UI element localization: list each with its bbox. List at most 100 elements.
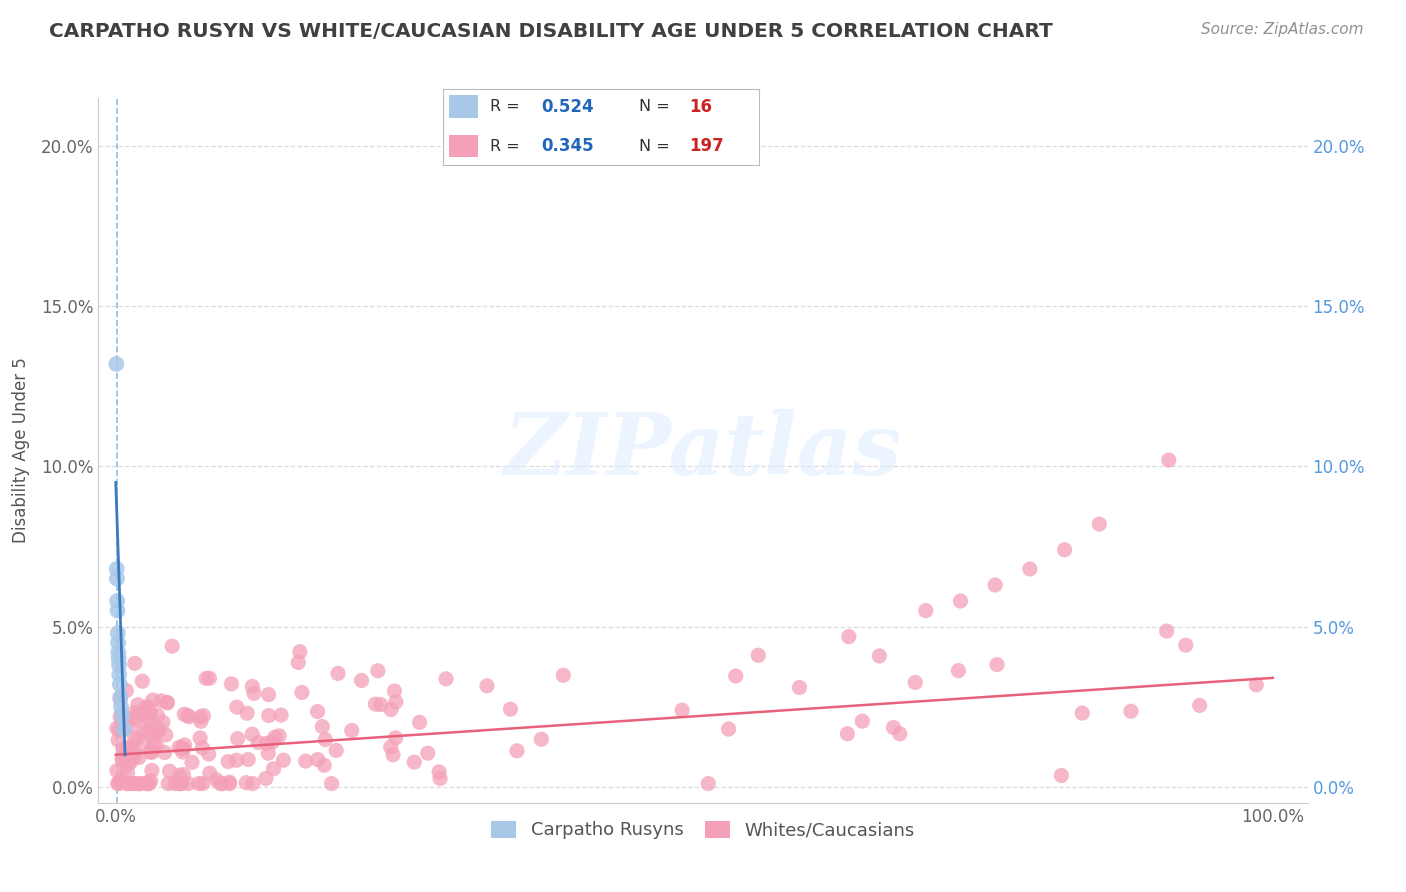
Point (124, 710, 146, 724)
Point (155, 728, 177, 742)
Point (122, 752, 145, 766)
Point (868, 648, 890, 663)
Point (307, 752, 329, 766)
Point (236, 706, 259, 721)
Point (117, 765, 139, 780)
Point (307, 705, 329, 719)
Point (121, 776, 143, 790)
Point (434, 672, 457, 686)
Point (115, 776, 138, 790)
Point (138, 776, 160, 790)
Point (139, 773, 162, 788)
Point (789, 681, 811, 695)
Point (269, 729, 291, 743)
Point (193, 708, 215, 723)
Point (167, 740, 190, 755)
Point (105, 594, 128, 608)
Point (135, 724, 157, 739)
Point (218, 776, 240, 790)
Point (112, 722, 135, 736)
Point (112, 747, 135, 761)
Point (170, 741, 193, 756)
Point (111, 715, 134, 730)
Point (173, 767, 195, 781)
Point (172, 745, 194, 759)
Point (553, 668, 575, 682)
Point (107, 776, 129, 790)
Point (105, 357, 128, 371)
Point (724, 669, 747, 683)
Point (190, 714, 212, 729)
Point (121, 776, 143, 790)
Point (404, 755, 426, 769)
Point (141, 721, 163, 735)
Point (145, 739, 167, 753)
Point (136, 699, 159, 714)
Point (128, 776, 150, 790)
Point (1071, 706, 1094, 720)
Point (131, 674, 153, 689)
Point (287, 656, 309, 670)
Point (125, 732, 148, 747)
Point (112, 751, 135, 765)
Point (257, 708, 280, 723)
Point (114, 760, 136, 774)
Point (984, 578, 1007, 592)
Point (380, 740, 402, 755)
Point (385, 695, 408, 709)
Point (125, 713, 148, 727)
Point (138, 712, 160, 726)
Point (225, 753, 247, 767)
Point (107, 626, 129, 640)
Point (416, 746, 439, 760)
Point (173, 741, 195, 756)
Point (188, 731, 211, 745)
FancyBboxPatch shape (450, 95, 478, 118)
Point (1088, 517, 1111, 532)
Point (1119, 704, 1142, 718)
Point (226, 731, 249, 746)
Point (837, 727, 859, 741)
Point (146, 724, 169, 739)
Point (110, 690, 132, 705)
Point (217, 755, 239, 769)
Point (851, 714, 873, 728)
Point (340, 723, 363, 738)
Point (364, 697, 387, 711)
Point (146, 724, 169, 739)
Point (110, 699, 132, 714)
Point (381, 747, 404, 762)
Point (247, 735, 270, 749)
Point (142, 693, 165, 707)
Point (124, 731, 146, 745)
Point (169, 776, 191, 790)
Point (311, 720, 333, 734)
Point (270, 708, 292, 723)
Point (181, 756, 204, 770)
Point (156, 695, 179, 709)
Point (125, 776, 148, 790)
Point (243, 686, 266, 700)
Point (177, 710, 200, 724)
Point (135, 701, 157, 715)
Point (321, 776, 343, 790)
Point (118, 740, 141, 755)
Point (118, 756, 141, 771)
Point (240, 727, 263, 741)
Point (157, 776, 180, 790)
Point (146, 708, 169, 723)
Point (325, 743, 347, 757)
Point (197, 747, 219, 761)
Point (380, 702, 402, 716)
Point (169, 768, 191, 782)
Point (107, 651, 129, 665)
Point (159, 764, 181, 779)
Point (111, 742, 134, 756)
Point (138, 706, 160, 720)
Point (986, 657, 1008, 672)
Point (291, 685, 314, 699)
Text: 197: 197 (690, 137, 724, 155)
Point (105, 562, 128, 576)
Point (141, 745, 163, 759)
Point (254, 772, 277, 786)
